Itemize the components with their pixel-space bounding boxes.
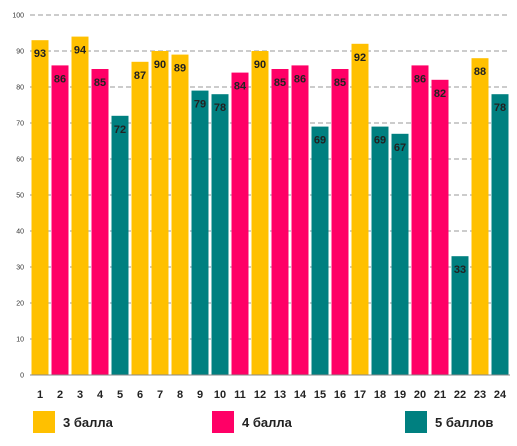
x-tick-label: 19 bbox=[394, 389, 406, 401]
bar bbox=[391, 133, 409, 375]
x-tick-label: 12 bbox=[254, 389, 266, 401]
data-label: 69 bbox=[374, 135, 386, 147]
data-label: 33 bbox=[454, 264, 466, 276]
bar bbox=[251, 51, 269, 375]
bar bbox=[31, 40, 49, 375]
bar bbox=[351, 43, 369, 376]
bar bbox=[211, 94, 229, 375]
x-tick-label: 10 bbox=[214, 389, 226, 401]
y-tick-label: 80 bbox=[16, 85, 24, 92]
data-label: 89 bbox=[174, 63, 186, 75]
data-label: 67 bbox=[394, 142, 406, 154]
x-tick-label: 18 bbox=[374, 389, 386, 401]
data-label: 79 bbox=[194, 99, 206, 111]
x-tick-label: 6 bbox=[137, 389, 143, 401]
bar bbox=[491, 94, 509, 375]
x-tick-label: 21 bbox=[434, 389, 446, 401]
x-tick-label: 17 bbox=[354, 389, 366, 401]
bar bbox=[231, 72, 249, 375]
bar bbox=[131, 61, 149, 376]
x-tick-label: 11 bbox=[234, 389, 246, 401]
x-tick-label: 4 bbox=[97, 389, 104, 401]
y-tick-label: 10 bbox=[16, 337, 24, 344]
legend-item-3: 3 балла bbox=[33, 410, 113, 434]
y-tick-label: 70 bbox=[16, 121, 24, 128]
bar bbox=[151, 51, 169, 375]
y-tick-label: 100 bbox=[12, 13, 24, 20]
legend-swatch-4 bbox=[212, 411, 234, 433]
data-label: 78 bbox=[494, 102, 506, 114]
x-tick-label: 15 bbox=[314, 389, 326, 401]
data-label: 87 bbox=[134, 70, 146, 82]
bar bbox=[171, 54, 189, 375]
y-tick-label: 30 bbox=[16, 265, 24, 272]
data-label: 94 bbox=[74, 45, 87, 57]
data-label: 90 bbox=[154, 59, 166, 71]
y-tick-label: 90 bbox=[16, 49, 24, 56]
x-tick-label: 9 bbox=[197, 389, 203, 401]
bar bbox=[451, 256, 469, 375]
bar bbox=[51, 65, 69, 376]
x-tick-label: 22 bbox=[454, 389, 466, 401]
data-label: 88 bbox=[474, 66, 486, 78]
y-tick-label: 50 bbox=[16, 193, 24, 200]
legend-item-5: 5 баллов bbox=[405, 410, 493, 434]
bar bbox=[191, 90, 209, 375]
x-tick-label: 20 bbox=[414, 389, 426, 401]
bar bbox=[111, 115, 129, 376]
legend-label-3: 3 балла bbox=[63, 414, 113, 430]
data-label: 85 bbox=[334, 77, 346, 89]
legend-label-5: 5 баллов bbox=[435, 414, 494, 430]
x-tick-label: 8 bbox=[177, 389, 183, 401]
x-tick-label: 5 bbox=[117, 389, 123, 401]
y-tick-label: 20 bbox=[16, 301, 24, 308]
data-label: 85 bbox=[274, 77, 286, 89]
x-tick-label: 13 bbox=[274, 389, 286, 401]
y-axis-ticks: 0 10 20 30 40 50 60 70 80 90 100 bbox=[12, 13, 24, 380]
bars bbox=[31, 36, 509, 376]
x-tick-label: 16 bbox=[334, 389, 346, 401]
x-tick-label: 24 bbox=[494, 389, 507, 401]
bar bbox=[271, 69, 289, 375]
legend-swatch-5 bbox=[405, 411, 427, 433]
data-label: 78 bbox=[214, 102, 226, 114]
bar bbox=[331, 69, 349, 375]
x-tick-label: 7 bbox=[157, 389, 163, 401]
data-label: 90 bbox=[254, 59, 266, 71]
x-tick-label: 2 bbox=[57, 389, 63, 401]
bar bbox=[431, 79, 449, 376]
data-label: 86 bbox=[414, 73, 426, 85]
data-label: 86 bbox=[294, 73, 306, 85]
data-label: 85 bbox=[94, 77, 106, 89]
bar bbox=[71, 36, 89, 375]
data-label: 69 bbox=[314, 135, 326, 147]
data-label: 84 bbox=[234, 81, 247, 93]
bar bbox=[471, 58, 489, 375]
data-label: 92 bbox=[354, 52, 366, 64]
y-tick-label: 0 bbox=[20, 373, 24, 380]
bar bbox=[371, 126, 389, 375]
y-tick-label: 60 bbox=[16, 157, 24, 164]
bar bbox=[291, 65, 309, 376]
legend-swatch-3 bbox=[33, 411, 55, 433]
data-label: 93 bbox=[34, 48, 46, 60]
bar bbox=[91, 69, 109, 375]
bar bbox=[311, 126, 329, 375]
x-tick-label: 23 bbox=[474, 389, 486, 401]
legend-label-4: 4 балла bbox=[242, 414, 292, 430]
legend-item-4: 4 балла bbox=[212, 410, 292, 434]
data-label: 72 bbox=[114, 124, 126, 136]
y-tick-label: 40 bbox=[16, 229, 24, 236]
x-axis-ticks: 1 2 3 4 5 6 7 8 9 10 11 12 13 14 15 16 17 18 19 20 21 22 23 24 bbox=[37, 389, 507, 401]
data-label: 86 bbox=[54, 73, 66, 85]
bar bbox=[411, 65, 429, 376]
x-tick-label: 1 bbox=[37, 389, 43, 401]
x-tick-label: 3 bbox=[77, 389, 83, 401]
data-label: 82 bbox=[434, 88, 446, 100]
x-tick-label: 14 bbox=[294, 389, 307, 401]
data-labels: 93 86 94 85 72 87 90 89 79 78 84 90 85 86 69 85 92 69 67 86… bbox=[34, 45, 506, 277]
gridlines bbox=[30, 14, 510, 340]
